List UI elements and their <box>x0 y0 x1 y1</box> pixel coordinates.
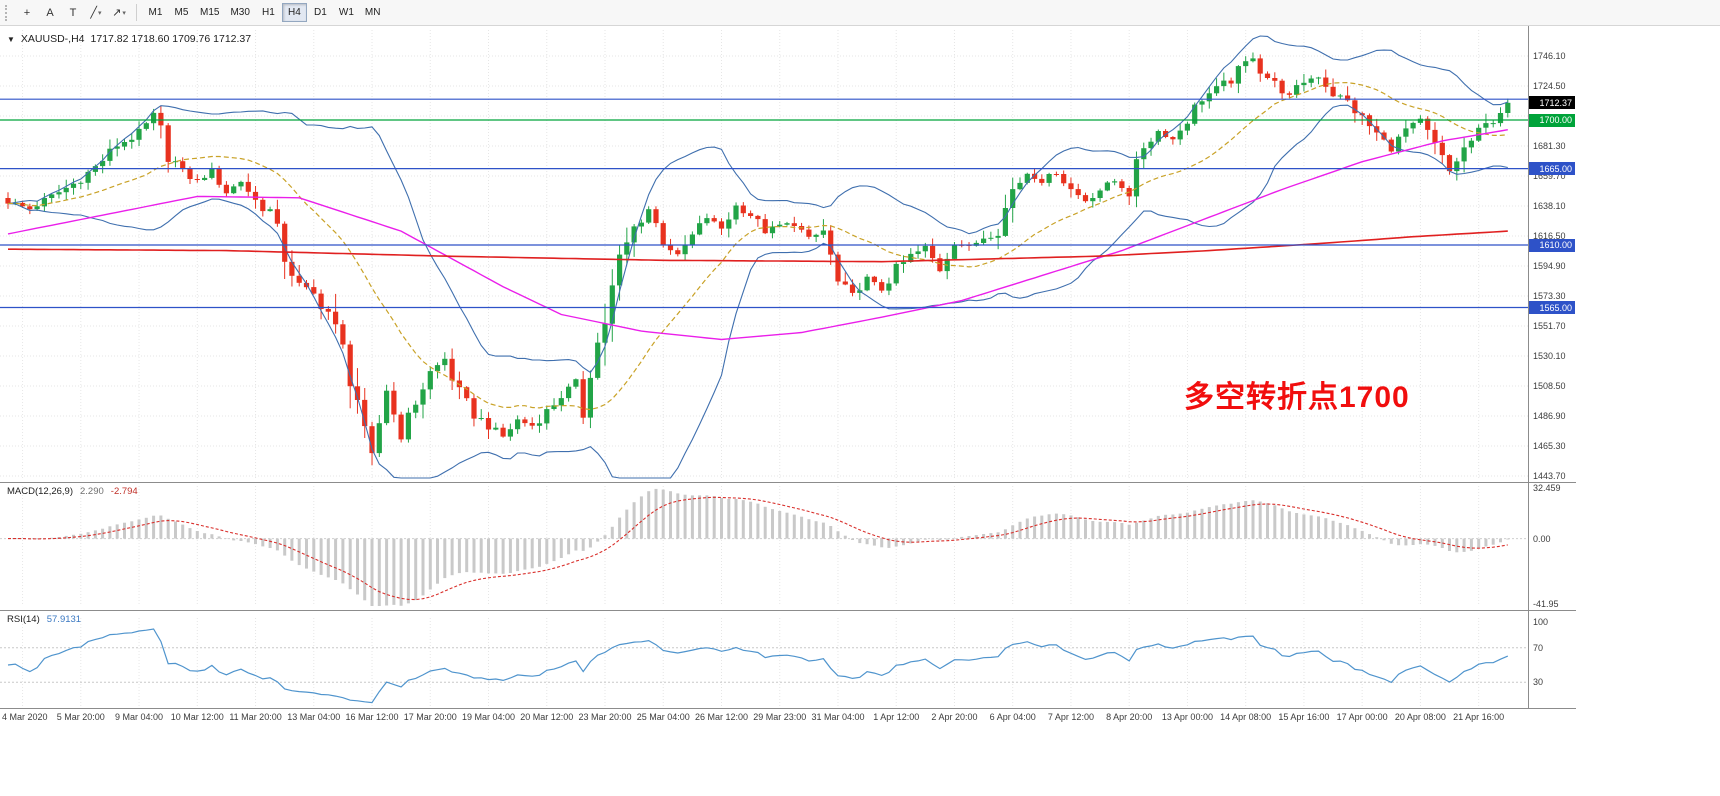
annotation-text: 多空转折点1700 <box>1184 381 1410 414</box>
macd-main-value: 2.290 <box>80 486 104 497</box>
rsi-axis-label: 70 <box>1533 642 1544 653</box>
rsi-axis-label: 30 <box>1533 677 1544 688</box>
date-axis-label: 15 Apr 16:00 <box>1278 712 1330 722</box>
date-axis-label: 8 Apr 20:00 <box>1106 712 1153 722</box>
date-axis-label: 26 Mar 12:00 <box>694 712 749 722</box>
price-axis-label: 1573.30 <box>1533 291 1566 301</box>
price-badge-1565.00: 1565.00 <box>1529 301 1575 315</box>
price-axis-label: 1724.50 <box>1533 81 1566 91</box>
chart-symbol-label: XAUUSD-,H4 <box>20 33 85 45</box>
date-axis-label: 5 Mar 20:00 <box>56 712 105 722</box>
price-badge-1665.00: 1665.00 <box>1529 162 1575 176</box>
rsi-indicator-label: RSI(14) 57.9131 <box>7 614 81 625</box>
date-axis-label: 29 Mar 23:00 <box>753 712 807 722</box>
date-axis-label: 7 Apr 12:00 <box>1047 712 1094 722</box>
price-axis-border <box>1528 26 1529 709</box>
price-axis-label: 1616.50 <box>1533 231 1566 241</box>
date-axis-label: 6 Apr 04:00 <box>989 712 1036 722</box>
timeframe-m5-button[interactable]: M5 <box>169 3 194 22</box>
timeframe-m30-button[interactable]: M30 <box>225 3 254 22</box>
panel-separator-rsi[interactable] <box>0 610 1576 611</box>
price-axis-label: 1659.70 <box>1533 171 1566 181</box>
price-axis-label: 1594.90 <box>1533 261 1566 271</box>
price-axis-label: 1746.10 <box>1533 51 1566 61</box>
date-axis-label: 25 Mar 04:00 <box>636 712 690 722</box>
timeframe-m1-button[interactable]: M1 <box>143 3 168 22</box>
date-axis-label: 17 Apr 00:00 <box>1336 712 1388 722</box>
date-axis-label: 14 Apr 08:00 <box>1220 712 1272 722</box>
price-axis-label: 1465.30 <box>1533 441 1566 451</box>
timeframe-h4-button[interactable]: H4 <box>281 3 307 22</box>
date-axis-label: 31 Mar 04:00 <box>811 712 865 722</box>
toolbar-grip-handle[interactable] <box>5 4 11 21</box>
macd-axis-label: 0.00 <box>1533 533 1551 544</box>
date-axis-label: 23 Mar 20:00 <box>578 712 632 722</box>
panel-separator-bottom[interactable] <box>0 708 1576 709</box>
price-axis-label: 1638.10 <box>1533 201 1566 211</box>
chart-collapse-icon[interactable]: ▼ <box>7 34 15 44</box>
price-axis-label: 1486.90 <box>1533 411 1566 421</box>
panel-separator-macd[interactable] <box>0 482 1576 483</box>
date-axis-label: 13 Mar 04:00 <box>287 712 341 722</box>
price-axis-label: 1443.70 <box>1533 471 1566 481</box>
date-axis-label: 11 Mar 20:00 <box>229 712 282 722</box>
rsi-axis-label: 100 <box>1533 617 1549 627</box>
toolbar-separator <box>136 4 137 21</box>
price-axis-label: 1681.30 <box>1533 141 1566 151</box>
toolbar-tools: + A T ╱ ▾ ↗ ▾ <box>16 3 130 23</box>
timeframe-buttons: M1 M5 M15 M30 H1 H4 D1 W1 MN <box>143 3 385 22</box>
macd-name-label: MACD(12,26,9) <box>7 486 73 497</box>
tool-trendline-button[interactable]: ╱ ▾ <box>85 3 107 23</box>
timeframe-w1-button[interactable]: W1 <box>334 3 359 22</box>
date-axis-label: 10 Mar 12:00 <box>170 712 224 722</box>
rsi-name-label: RSI(14) <box>7 614 40 625</box>
date-axis-label: 4 Mar 2020 <box>2 712 48 722</box>
chart-title: ▼ XAUUSD-,H4 1717.82 1718.60 1709.76 171… <box>7 33 251 45</box>
price-axis-label: 1530.10 <box>1533 351 1566 361</box>
timeframe-h1-button[interactable]: H1 <box>256 3 281 22</box>
date-axis-label: 13 Apr 00:00 <box>1161 712 1213 722</box>
price-axis-label: 1508.50 <box>1533 381 1566 391</box>
current-price-badge: 1712.37 <box>1529 96 1575 110</box>
price-axis-label: 1551.70 <box>1533 321 1566 331</box>
timeframe-m15-button[interactable]: M15 <box>195 3 224 22</box>
price-badge-1700.00: 1700.00 <box>1529 113 1575 127</box>
date-axis-label: 16 Mar 12:00 <box>345 712 399 722</box>
date-axis-label: 20 Mar 12:00 <box>520 712 574 722</box>
toolbar: + A T ╱ ▾ ↗ ▾ M1 M5 M15 M30 H1 H4 D1 W1 MN <box>0 0 1720 26</box>
price-badge-1610.00: 1610.00 <box>1529 238 1575 252</box>
tool-text-label-button[interactable]: A <box>39 3 61 23</box>
date-axis-label: 1 Apr 12:00 <box>873 712 920 722</box>
date-axis-label: 9 Mar 04:00 <box>115 712 164 722</box>
tool-text-box-button[interactable]: T <box>62 3 84 23</box>
macd-axis-label: -41.95 <box>1533 599 1559 609</box>
timeframe-d1-button[interactable]: D1 <box>308 3 333 22</box>
macd-indicator-label: MACD(12,26,9) 2.290 -2.794 <box>7 486 138 497</box>
chevron-down-icon: ▾ <box>98 9 102 17</box>
date-axis-label: 20 Apr 08:00 <box>1394 712 1446 722</box>
chevron-down-icon: ▾ <box>122 9 126 17</box>
tool-arrow-button[interactable]: ↗ ▾ <box>108 3 130 23</box>
date-axis-label: 17 Mar 20:00 <box>403 712 457 722</box>
macd-axis-label: 32.459 <box>1533 483 1561 493</box>
chart-ohlc-label: 1717.82 1718.60 1709.76 1712.37 <box>90 33 252 45</box>
date-axis-label: 21 Apr 16:00 <box>1453 712 1505 722</box>
tool-crosshair-button[interactable]: + <box>16 3 38 23</box>
macd-signal-value: -2.794 <box>110 486 138 497</box>
timeframe-mn-button[interactable]: MN <box>360 3 386 22</box>
date-axis-label: 19 Mar 04:00 <box>461 712 516 722</box>
date-axis-label: 2 Apr 20:00 <box>931 712 978 722</box>
rsi-value: 57.9131 <box>46 614 82 625</box>
